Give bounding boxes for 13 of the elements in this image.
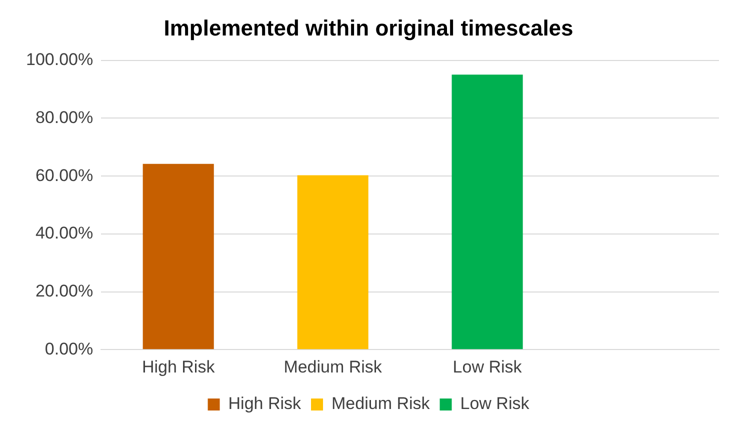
- x-tick-label: Medium Risk: [284, 357, 382, 376]
- legend-label: High Risk: [228, 394, 302, 414]
- y-tick-label: 20.00%: [35, 281, 94, 300]
- y-tick-label: 80.00%: [35, 108, 94, 127]
- chart-title: Implemented within original timescales: [164, 15, 574, 40]
- x-tick-label: Low Risk: [452, 357, 522, 376]
- legend-label: Low Risk: [460, 394, 530, 414]
- y-tick-label: 60.00%: [35, 166, 94, 185]
- x-tick-label: High Risk: [142, 357, 216, 376]
- legend-label: Medium Risk: [332, 394, 430, 414]
- y-tick-label: 0.00%: [44, 339, 94, 358]
- y-tick-label: 40.00%: [35, 224, 94, 243]
- y-tick-label: 100.00%: [26, 50, 94, 70]
